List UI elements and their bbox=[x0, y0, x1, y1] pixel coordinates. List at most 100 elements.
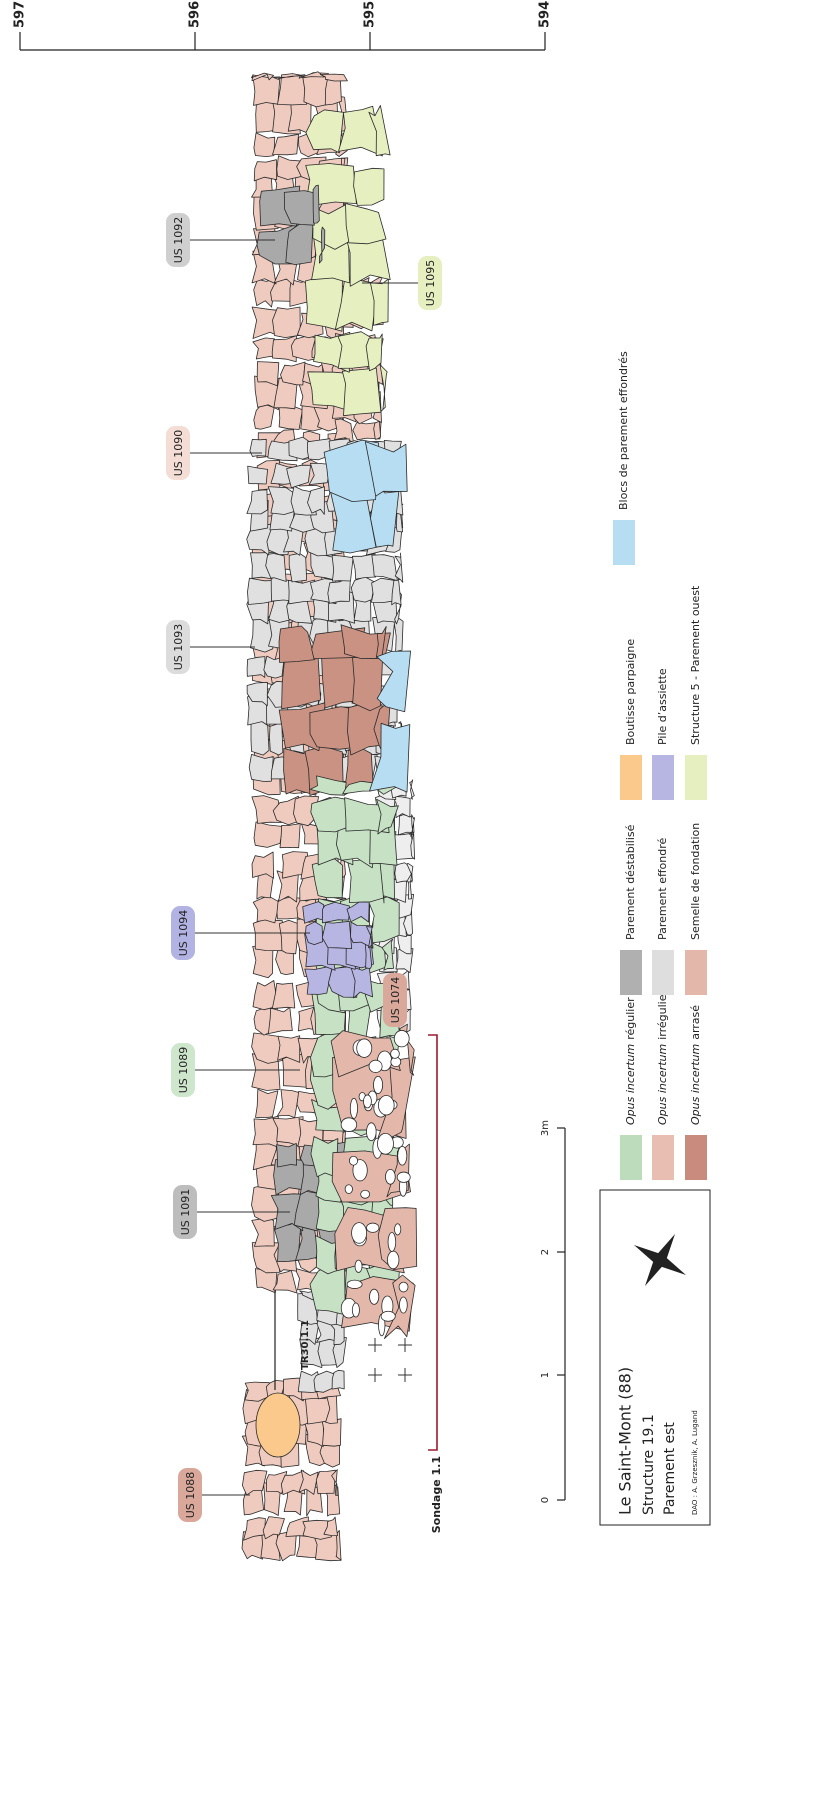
foundation-void bbox=[349, 1156, 357, 1165]
legend-text: Boutisse parpaigne bbox=[624, 639, 637, 745]
foundation-void bbox=[366, 1123, 376, 1141]
foundation-void bbox=[347, 1280, 362, 1288]
stone bbox=[254, 404, 274, 430]
legend-label: Parement effondré bbox=[656, 837, 669, 940]
stone bbox=[354, 168, 384, 205]
stone bbox=[279, 406, 302, 429]
legend-swatch bbox=[685, 950, 707, 995]
foundation-void bbox=[399, 1297, 407, 1313]
us-label: US 1089 bbox=[177, 1047, 190, 1094]
legend-swatch bbox=[620, 755, 642, 800]
foundation-void bbox=[388, 1233, 396, 1252]
title-line: Le Saint-Mont (88) bbox=[616, 1367, 635, 1515]
legend-emphasis: Opus incertum bbox=[689, 1044, 702, 1125]
legend-text: Semelle de fondation bbox=[689, 823, 702, 940]
us-label: US 1094 bbox=[177, 910, 190, 957]
foundation-void bbox=[394, 1030, 409, 1046]
foundation-void bbox=[381, 1311, 395, 1321]
stone bbox=[346, 204, 387, 244]
foundation-void bbox=[377, 1133, 393, 1154]
legend-text: régulier bbox=[624, 997, 637, 1040]
us-label: US 1091 bbox=[179, 1189, 192, 1236]
scale-label: 3m bbox=[540, 1120, 551, 1136]
legend-swatch bbox=[620, 1135, 642, 1180]
legend-text: Pile d’assiette bbox=[656, 668, 669, 745]
stone bbox=[277, 1090, 299, 1118]
stone bbox=[250, 439, 266, 456]
legend-text: Parement déstabilisé bbox=[624, 824, 637, 940]
stone bbox=[316, 1470, 335, 1494]
stone bbox=[270, 723, 283, 755]
stone bbox=[252, 1218, 274, 1247]
page: Le Saint-Mont (88) – Structure 19.1 {"el… bbox=[0, 0, 835, 1820]
grid-cross bbox=[398, 1338, 412, 1352]
stone bbox=[410, 780, 415, 799]
stone bbox=[273, 307, 301, 338]
sondage-bracket bbox=[428, 1035, 437, 1450]
us-label: US 1095 bbox=[424, 260, 437, 307]
stone bbox=[256, 1089, 278, 1117]
stone bbox=[332, 555, 353, 581]
elevation-label: 597 bbox=[13, 1, 28, 28]
legend-text: arrasé bbox=[689, 1005, 702, 1040]
stone bbox=[273, 134, 299, 155]
legend-label: Boutisse parpaigne bbox=[624, 639, 637, 745]
stone bbox=[247, 490, 268, 514]
legend-label: Pile d’assiette bbox=[656, 668, 669, 745]
legend-label: Parement déstabilisé bbox=[624, 824, 637, 940]
legend-emphasis: Opus incertum bbox=[624, 1044, 637, 1125]
grid-cross bbox=[398, 1368, 412, 1382]
foundation-void bbox=[385, 1169, 395, 1184]
foundation-void bbox=[350, 1098, 357, 1118]
title-line: Structure 19.1 bbox=[641, 1414, 657, 1515]
foundation-void bbox=[345, 1185, 352, 1194]
foundation-void bbox=[357, 1039, 372, 1057]
stone bbox=[313, 185, 319, 223]
foundation-void bbox=[398, 1146, 407, 1165]
legend-label: Blocs de parement effondrés bbox=[617, 351, 630, 510]
foundation-void bbox=[391, 1049, 400, 1058]
foundation-void bbox=[370, 1289, 379, 1304]
body: TR30.1.1597596595594US 1092US 1095US 109… bbox=[0, 0, 835, 1820]
scale-label: 1 bbox=[540, 1372, 551, 1378]
legend-label: Opus incertum régulier bbox=[624, 997, 637, 1125]
legend-label: Structure 5 - Parement ouest bbox=[689, 585, 702, 745]
stone bbox=[253, 896, 279, 923]
foundation-void bbox=[352, 1303, 359, 1317]
stone bbox=[254, 160, 277, 181]
stone bbox=[252, 852, 274, 878]
legend-swatch bbox=[652, 755, 674, 800]
legend-swatch bbox=[685, 755, 707, 800]
legend-text: Blocs de parement effondrés bbox=[617, 351, 630, 510]
title-line: Parement est bbox=[662, 1422, 678, 1515]
stone bbox=[253, 338, 275, 359]
legend-swatch bbox=[613, 520, 635, 565]
legend-label: Semelle de fondation bbox=[689, 823, 702, 940]
drawing: TR30.1.1597596595594US 1092US 1095US 109… bbox=[0, 0, 835, 1820]
stone bbox=[257, 874, 274, 899]
stone bbox=[351, 577, 375, 602]
elevation-label: 595 bbox=[363, 1, 378, 28]
foundation-void bbox=[378, 1095, 394, 1114]
grid-cross bbox=[368, 1368, 382, 1382]
foundation-void bbox=[373, 1076, 382, 1093]
foundation-void bbox=[341, 1118, 357, 1132]
stone bbox=[311, 797, 349, 832]
stone bbox=[281, 362, 306, 385]
stone bbox=[289, 553, 306, 582]
us-label: US 1093 bbox=[172, 624, 185, 671]
us-label: US 1074 bbox=[389, 977, 402, 1024]
legend-swatch bbox=[620, 950, 642, 995]
foundation-void bbox=[399, 1282, 408, 1292]
wall-elevation bbox=[242, 72, 417, 1561]
stone bbox=[249, 754, 273, 781]
legend-label: Opus incertum arrasé bbox=[689, 1005, 702, 1125]
foundation-void bbox=[352, 1223, 367, 1244]
stone bbox=[322, 902, 349, 923]
legend-label: Opus incertumirrégulier bbox=[656, 990, 669, 1125]
legend-text: irrégulier bbox=[656, 990, 669, 1040]
legend-swatch bbox=[685, 1135, 707, 1180]
stone bbox=[247, 657, 265, 678]
foundation-void bbox=[361, 1190, 370, 1198]
